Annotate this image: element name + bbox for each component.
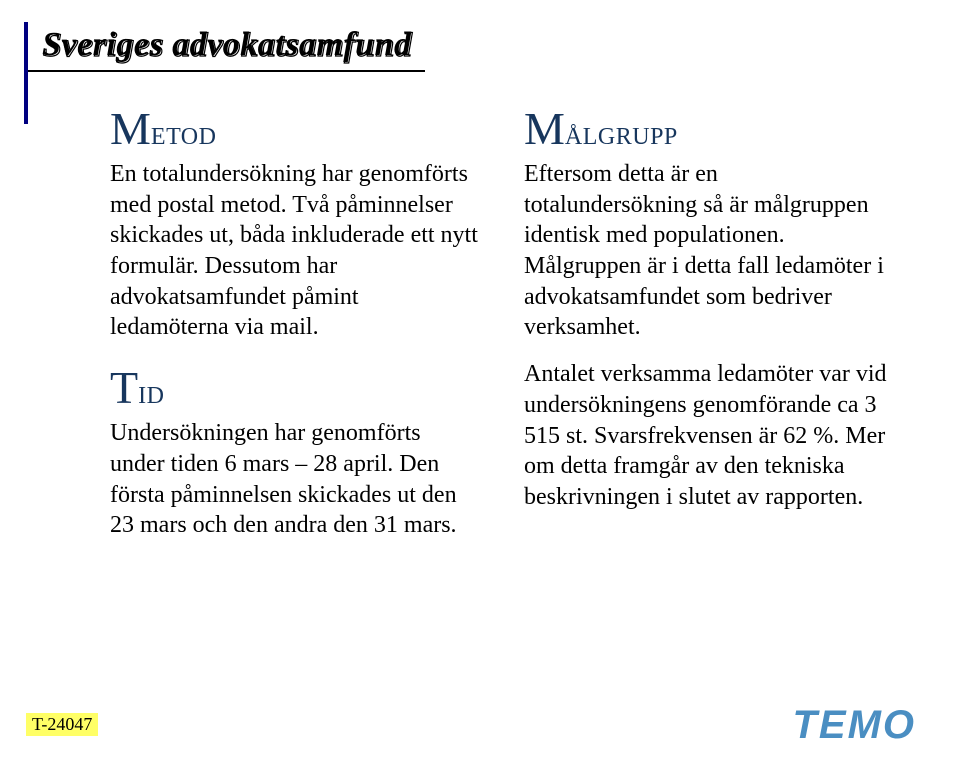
tid-caps: ID <box>138 383 164 409</box>
malgrupp-body-1: Eftersom detta är en totalundersökning s… <box>524 161 884 341</box>
content-columns: METOD En totalundersökning har genomfört… <box>110 100 910 557</box>
tid-dropcap: T <box>110 362 138 413</box>
header-title: Sveriges advokatsamfund <box>42 26 411 63</box>
right-section-malgrupp: MÅLGRUPP Eftersom detta är en totalunder… <box>524 100 892 343</box>
tid-body: Undersökningen har genomförts under tide… <box>110 420 457 538</box>
malgrupp-body-2: Antalet verksamma ledamöter var vid unde… <box>524 359 892 513</box>
malgrupp-caps: ÅLGRUPP <box>565 124 678 150</box>
left-column: METOD En totalundersökning har genomfört… <box>110 100 478 557</box>
right-column: MÅLGRUPP Eftersom detta är en totalunder… <box>524 100 892 557</box>
malgrupp-dropcap: M <box>524 103 565 154</box>
metod-dropcap: M <box>110 103 151 154</box>
left-section-metod: METOD En totalundersökning har genomfört… <box>110 100 478 343</box>
metod-caps: ETOD <box>151 124 217 150</box>
footer-logo: TEMO <box>792 703 916 748</box>
footer-id-badge: T-24047 <box>26 713 98 736</box>
metod-body: En totalundersökning har genomförts med … <box>110 161 478 341</box>
left-section-tid: TID Undersökningen har genomförts under … <box>110 359 478 541</box>
header-title-box: Sveriges advokatsamfund Sveriges advokat… <box>28 22 425 72</box>
slide: Sveriges advokatsamfund Sveriges advokat… <box>0 0 960 776</box>
